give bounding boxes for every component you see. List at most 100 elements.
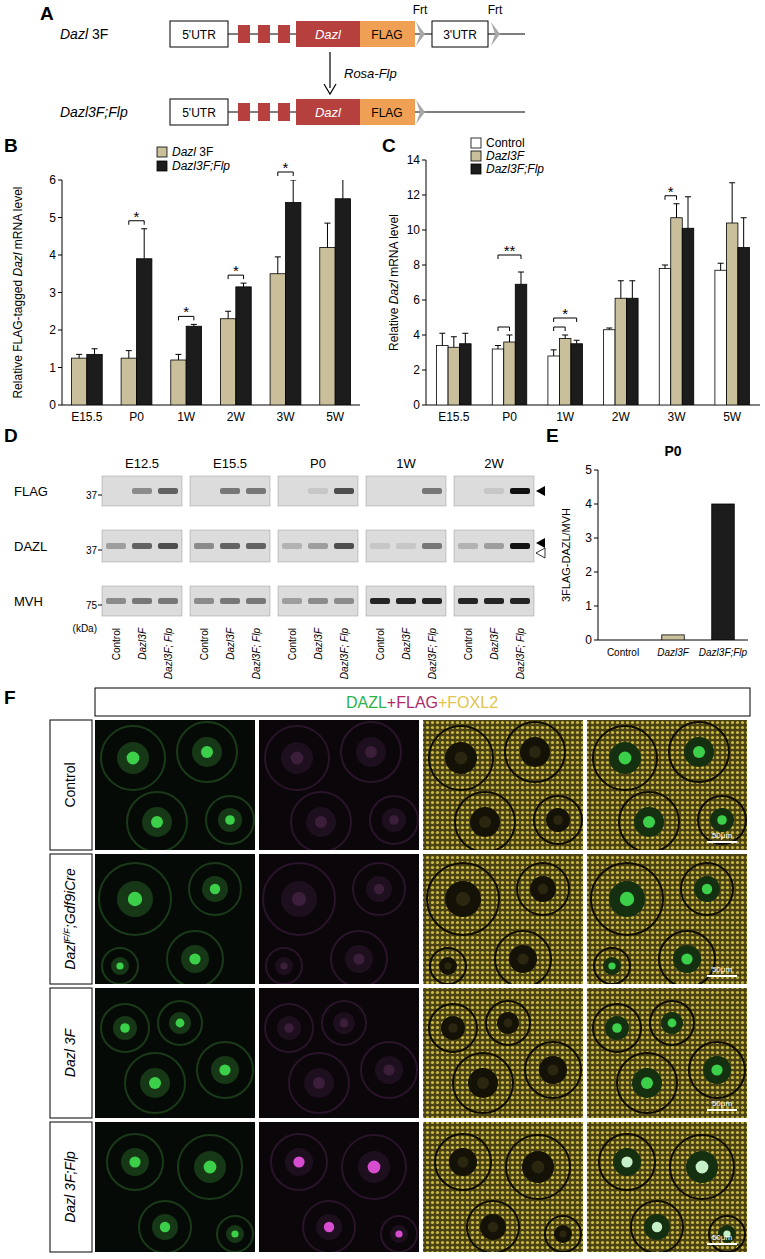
error-bar [606, 328, 612, 330]
micrograph [95, 988, 255, 1118]
oocyte-nucleus [477, 1077, 489, 1089]
follicle [429, 1004, 477, 1052]
text-run: 5W [723, 410, 742, 424]
text-run: 3'UTR [443, 28, 477, 42]
follicle [650, 1001, 694, 1045]
bar [659, 269, 671, 406]
blot-band [282, 543, 302, 549]
panel-label: A [40, 3, 54, 24]
micrograph [587, 1122, 747, 1252]
x-tick-label: Dazl3F [657, 647, 690, 658]
error-cap [241, 283, 247, 284]
oocyte-nucleus [455, 752, 468, 765]
error-line [565, 335, 566, 339]
follicle [217, 1216, 253, 1252]
y-tick [594, 538, 598, 539]
text-run: E15.5 [438, 410, 470, 424]
x-tick-label: 2W [227, 410, 246, 424]
marker-label: 37 [86, 545, 98, 556]
blot-band [484, 543, 504, 549]
bar [320, 248, 335, 406]
x-tick-label: 1W [556, 410, 575, 424]
y-tick [594, 572, 598, 573]
lane-label: Dazl3F [137, 627, 148, 660]
bar [121, 358, 136, 405]
header-part: +FLAG [387, 694, 438, 711]
oocyte-nucleus [374, 884, 384, 894]
error-bar [191, 324, 197, 326]
blot-strip [102, 586, 182, 616]
text-run: Dazl [315, 105, 342, 120]
blot-band [246, 543, 266, 549]
text-run: Flp [339, 628, 350, 642]
oocyte-nucleus [219, 1064, 230, 1075]
oocyte-nucleus [127, 752, 140, 765]
error-bar [324, 223, 330, 247]
oocyte-nucleus [204, 1161, 217, 1174]
oocyte [281, 881, 317, 917]
text-run: 3W [668, 410, 687, 424]
error-cap [495, 345, 501, 346]
micrograph-bg [587, 988, 747, 1118]
y-tick [594, 606, 598, 607]
error-cap [439, 333, 445, 334]
error-cap [685, 196, 691, 197]
blot-band [458, 543, 478, 549]
blot-band [422, 598, 442, 604]
oocyte [306, 807, 336, 837]
oocyte-nucleus [702, 884, 712, 894]
blot-strip [278, 476, 358, 506]
text-run: 3F [88, 26, 108, 42]
follicle [266, 948, 302, 984]
blot-band [458, 598, 478, 604]
oocyte-nucleus [488, 1222, 498, 1232]
blot-band [422, 543, 442, 549]
error-bar [451, 337, 457, 348]
micrograph [259, 988, 419, 1118]
blot-band [334, 488, 354, 494]
text-run: 3W [277, 410, 296, 424]
y-tick-label: 6 [413, 293, 420, 307]
text-run: Relative [387, 304, 401, 351]
blot-band [510, 598, 530, 604]
header: DAZL+FLAG+FOXL2 [346, 694, 498, 711]
legend-swatch [157, 147, 167, 157]
blot-band [220, 543, 240, 549]
bar [437, 346, 449, 406]
y-tick-label: 0 [585, 633, 592, 647]
timepoint-label: E12.5 [125, 456, 159, 471]
error-line [497, 346, 498, 350]
micrograph [587, 854, 747, 984]
oocyte [140, 1068, 170, 1098]
follicle [505, 722, 565, 782]
bar [715, 270, 727, 405]
follicle [99, 863, 171, 935]
follicle [594, 948, 630, 984]
plot-marks [437, 183, 750, 405]
oocyte [445, 881, 481, 917]
plot-marks [71, 180, 350, 405]
row-label: Control [62, 762, 78, 807]
scale-bar [707, 1109, 737, 1111]
text-run: Dazl [172, 145, 196, 159]
marker-label: 75 [86, 600, 98, 611]
x-tick-label: 3W [277, 410, 296, 424]
flag-label: FLAG [371, 106, 402, 120]
text-run: FLAG [371, 28, 402, 42]
blot-band [158, 598, 178, 604]
follicle [189, 863, 241, 915]
error-line [676, 204, 677, 218]
error-cap [451, 336, 457, 337]
oocyte [345, 945, 373, 973]
text-run: Control [607, 647, 639, 658]
error-bar [507, 335, 513, 342]
lane-label: Dazl3F; Flp [515, 628, 526, 680]
lane-label: Dazl3F [489, 627, 500, 660]
flag-box [360, 99, 415, 125]
scale-bar [707, 975, 737, 977]
row-label-text: Control [62, 762, 78, 807]
row-label: MVH [14, 594, 43, 609]
oocyte [152, 1214, 178, 1240]
error-cap [324, 223, 330, 224]
blot-band [334, 543, 354, 549]
